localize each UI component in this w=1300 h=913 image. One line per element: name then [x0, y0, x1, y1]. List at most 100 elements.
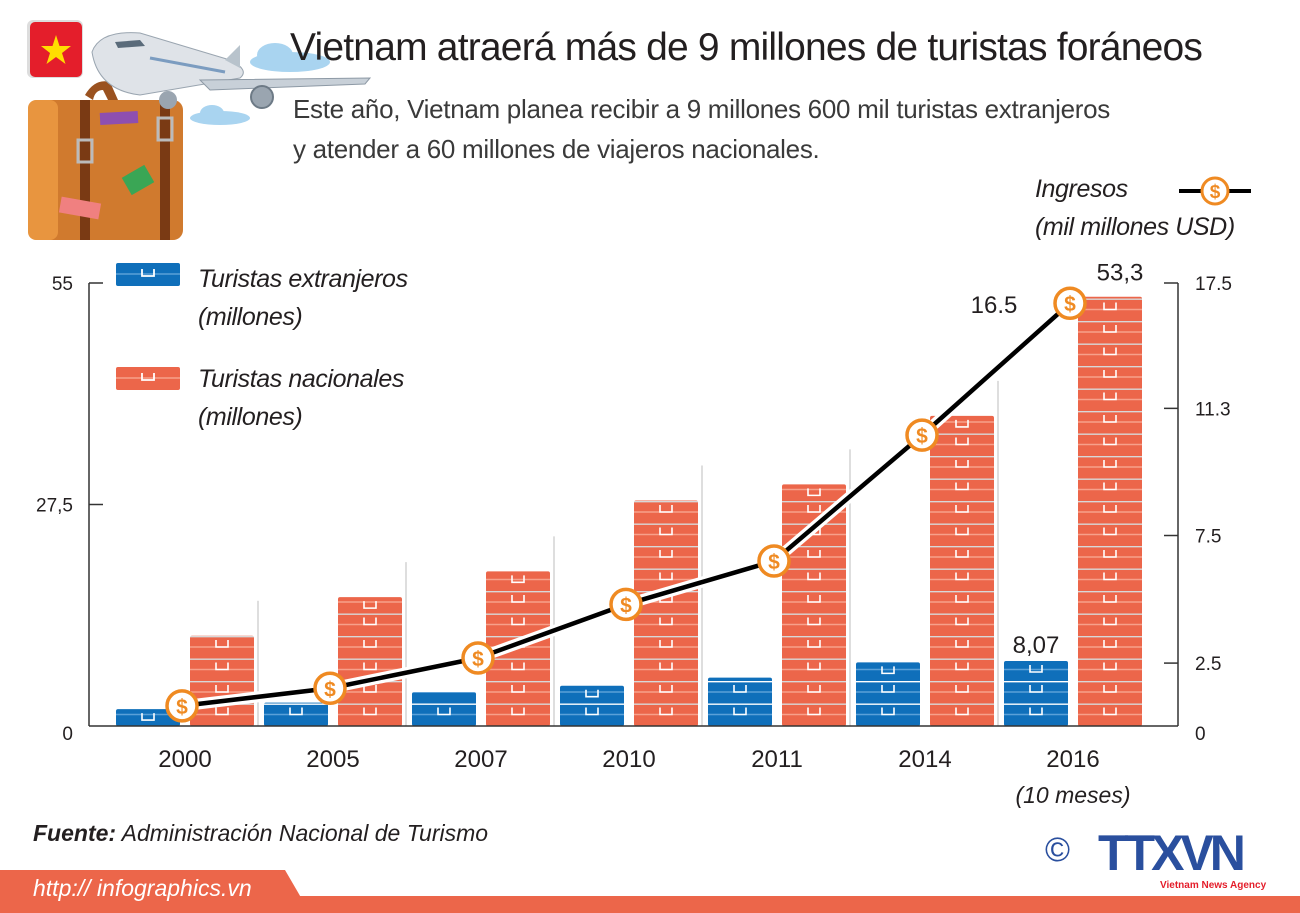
suitcase-handle-icon [363, 685, 377, 693]
suitcase-handle-icon [807, 488, 821, 497]
suitcase-handle-icon [1103, 662, 1117, 671]
suitcase-handle-icon [659, 662, 673, 671]
ttxvn-logo-subtitle: Vietnam News Agency [1160, 880, 1267, 891]
x-tick-label: 2000 [158, 746, 211, 773]
suitcase-handle-icon [1103, 325, 1117, 333]
suitcase-handle-icon [289, 707, 303, 716]
suitcase-handle-icon [1103, 572, 1117, 581]
bar-domestic-tourists [634, 500, 698, 726]
legend-revenue-unit: (mil millones USD) [1035, 213, 1235, 241]
suitcase-handle-icon [1103, 392, 1117, 401]
bar-domestic-tourists [930, 415, 994, 726]
left-axis-tick-label: 27,5 [36, 496, 73, 517]
right-axis-tick-label: 0 [1195, 724, 1206, 745]
suitcase-handle-icon [955, 617, 969, 626]
left-axis-tick-label: 0 [62, 724, 73, 745]
suitcase-handle-icon [881, 666, 895, 675]
copyright-icon: © [1045, 831, 1071, 869]
suitcase-handle-icon [733, 685, 747, 693]
right-axis-tick-label: 17.5 [1195, 274, 1232, 295]
ttxvn-logo: TTXVN [1098, 825, 1246, 881]
bar-foreign-tourists [116, 709, 180, 726]
revenue-point [609, 587, 643, 622]
suitcase-handle-icon [1103, 527, 1117, 536]
suitcase-handle-icon [955, 550, 969, 558]
suitcase-handle-icon [955, 662, 969, 671]
suitcase-handle-icon [659, 640, 673, 648]
x-tick-note: (10 meses) [1015, 782, 1130, 808]
suitcase-handle-icon [1103, 460, 1117, 468]
suitcase-handle-icon [807, 572, 821, 581]
suitcase-handle-icon [659, 685, 673, 693]
suitcase-handle-icon [955, 685, 969, 693]
source-text: Administración Nacional de Turismo [121, 820, 489, 846]
suitcase-handle-icon [437, 707, 451, 716]
suitcase-handle-icon [511, 685, 525, 693]
foreign-data-label: 8,07 [1013, 632, 1060, 659]
footer-tab [0, 870, 310, 913]
footer-bar [0, 896, 1300, 913]
suitcase-handle-icon [215, 662, 229, 671]
x-tick-label: 2005 [306, 746, 359, 773]
left-axis-tick-label: 55 [52, 274, 73, 295]
dollar-icon: $ [472, 648, 484, 671]
suitcase-handle-icon [1103, 505, 1117, 513]
suitcase-handle-icon [733, 707, 747, 716]
subtitle-line-1: Este año, Vietnam planea recibir a 9 mil… [293, 94, 1110, 124]
suitcase-handle-icon [955, 419, 969, 428]
suitcase-handle-icon [511, 595, 525, 603]
x-tick-label: 2011 [751, 746, 803, 773]
suitcase-handle-icon [1103, 482, 1117, 491]
suitcase-handle-icon [881, 707, 895, 716]
cloud-icon [190, 43, 330, 125]
revenue-point [461, 641, 495, 675]
suitcase-handle-icon [955, 460, 969, 468]
right-axis-tick-label: 11.3 [1195, 399, 1231, 420]
suitcase-handle-icon [363, 662, 377, 671]
dollar-icon: $ [620, 594, 632, 617]
revenue-point [313, 671, 347, 706]
suitcase-handle-icon [955, 437, 969, 446]
suitcase-handle-icon [511, 575, 525, 584]
x-tick-label: 2014 [898, 746, 951, 773]
suitcase-handle-icon [1029, 665, 1043, 673]
right-axis-tick-label: 7.5 [1195, 527, 1221, 548]
suitcase-handle-icon [141, 713, 155, 721]
suitcase-handle-icon [807, 617, 821, 626]
website-link[interactable]: http:// infographics.vn [33, 875, 252, 901]
bar-foreign-tourists [1004, 660, 1068, 726]
revenue-data-label: 16.5 [971, 292, 1018, 319]
dollar-icon: $ [176, 696, 188, 719]
dollar-coin-icon [1200, 176, 1230, 206]
x-tick-label: 2016 [1046, 746, 1099, 773]
suitcase-handle-icon [511, 662, 525, 671]
suitcase-handle-icon [215, 707, 229, 716]
legend-domestic-label: Turistas nacionales [198, 365, 404, 393]
suitcase-handle-icon [1103, 685, 1117, 693]
suitcase-handle-icon [215, 685, 229, 693]
suitcase-handle-icon [363, 707, 377, 716]
bar-domestic-tourists [190, 635, 254, 726]
source-label: Fuente: [33, 820, 117, 846]
suitcase-handle-icon [955, 640, 969, 648]
suitcase-handle-icon [881, 685, 895, 693]
right-axis-tick-label: 2.5 [1195, 654, 1221, 675]
suitcase-handle-icon [363, 617, 377, 626]
suitcase-handle-icon [807, 640, 821, 648]
bar-foreign-tourists [412, 692, 476, 726]
svg-text:$: $ [1210, 182, 1221, 203]
revenue-point [1053, 286, 1087, 320]
suitcase-handle-icon [1103, 370, 1117, 378]
subtitle-line-2: y atender a 60 millones de viajeros naci… [293, 134, 820, 164]
suitcase-handle-icon [1103, 347, 1117, 356]
suitcase-handle-icon [511, 617, 525, 626]
page-title: Vietnam atraerá más de 9 millones de tur… [290, 26, 1203, 69]
suitcase-handle-icon [1103, 415, 1117, 423]
suitcase-handle-icon [659, 617, 673, 626]
x-tick-label: 2010 [602, 746, 655, 773]
suitcase-handle-icon [1029, 685, 1043, 693]
suitcase-handle-icon [955, 527, 969, 536]
suitcase-handle-icon [659, 572, 673, 581]
dollar-icon: $ [768, 551, 780, 574]
